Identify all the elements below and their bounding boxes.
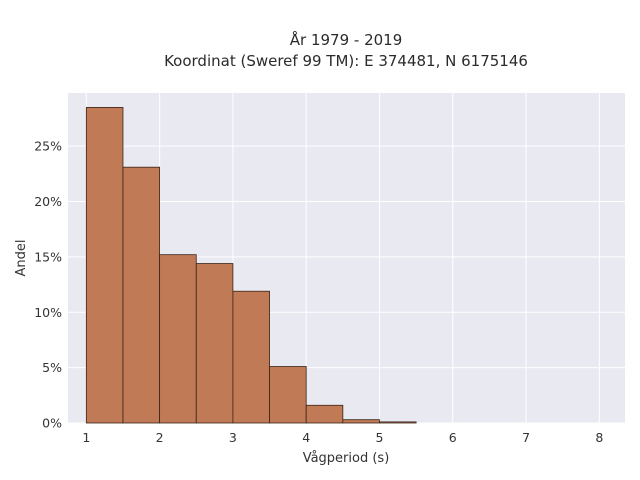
chart-title-line-2: Koordinat (Sweref 99 TM): E 374481, N 61… <box>164 52 528 70</box>
x-tick-label-7: 8 <box>595 430 603 445</box>
histogram-bar-2 <box>159 254 197 424</box>
histogram-bar-0 <box>85 106 124 424</box>
x-axis-ticks: 1 2 3 4 5 6 7 8 <box>82 430 603 445</box>
y-axis-label: Andel <box>14 240 29 277</box>
x-tick-label-2: 3 <box>229 430 237 445</box>
histogram-bar-3 <box>195 263 234 424</box>
x-tick-label-3: 4 <box>302 430 310 445</box>
x-tick-label-4: 5 <box>376 430 384 445</box>
histogram-bar-8 <box>379 421 417 424</box>
histogram-bar-7 <box>342 419 380 424</box>
x-tick-label-6: 7 <box>522 430 530 445</box>
y-tick-label-3: 15% <box>34 249 62 264</box>
x-axis-label: Vågperiod (s) <box>303 451 390 466</box>
histogram-bar-6 <box>305 404 344 424</box>
histogram-bar-1 <box>122 166 161 424</box>
y-tick-label-4: 20% <box>34 194 62 209</box>
y-axis-ticks: 0% 5% 10% 15% 20% 25% <box>34 139 62 431</box>
chart-title-line-1: År 1979 - 2019 <box>290 30 403 49</box>
x-tick-label-1: 2 <box>156 430 164 445</box>
histogram-bar-4 <box>232 290 270 424</box>
histogram-bars <box>85 106 417 424</box>
x-tick-label-5: 6 <box>449 430 457 445</box>
histogram-bar-5 <box>269 366 307 424</box>
y-tick-label-0: 0% <box>42 416 62 431</box>
y-tick-label-1: 5% <box>42 360 62 375</box>
x-tick-label-0: 1 <box>82 430 90 445</box>
y-tick-label-5: 25% <box>34 139 62 154</box>
y-tick-label-2: 10% <box>34 305 62 320</box>
